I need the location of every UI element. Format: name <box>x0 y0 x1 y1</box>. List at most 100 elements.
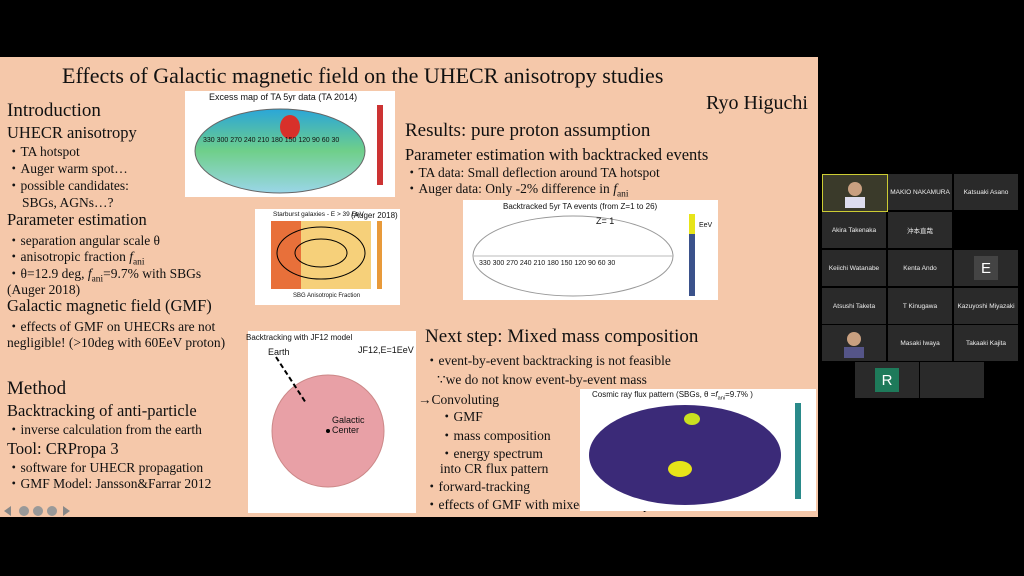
subheading: Parameter estimation <box>7 210 147 229</box>
unit: EeV <box>699 222 713 229</box>
avatar <box>845 182 865 208</box>
label: Earth <box>268 347 290 357</box>
subheading: Parameter estimation with backtracked ev… <box>405 145 709 164</box>
bullet: ・possible candidates: <box>7 178 129 193</box>
avatar <box>844 332 864 358</box>
sphere-plot <box>271 356 385 488</box>
bullet: into CR flux pattern <box>440 461 549 476</box>
figure: Starburst galaxies - E > 39 EeV (Auger 2… <box>255 209 400 305</box>
participant-name: Takaaki Kajita <box>965 339 1007 347</box>
bullet: →Convoluting <box>418 392 500 407</box>
subheading: Tool: CRPropa 3 <box>7 439 119 458</box>
participant-name: MAKIO NAKAMURA <box>890 188 950 196</box>
bullet: ∵we do not know event-by-event mass <box>437 372 647 387</box>
participant-tile[interactable]: E <box>954 250 1018 286</box>
bullet: ・GMF Model: Jansson&Farrar 2012 <box>7 476 212 491</box>
participant-tile[interactable]: Atsushi Taketa <box>822 288 886 324</box>
axis-label: SBG Anisotropic Fraction <box>293 293 361 299</box>
bullet: ・software for UHECR propagation <box>7 460 204 475</box>
text: ・anisotropic fraction <box>7 249 130 264</box>
bullet: ・Auger warm spot… <box>7 161 128 176</box>
bullet: ・event-by-event backtracking is not feas… <box>425 353 671 368</box>
figure: Excess map of TA 5yr data (TA 2014) 330 … <box>185 91 395 197</box>
figure-title: Excess map of TA 5yr data (TA 2014) <box>209 92 358 102</box>
figure: Backtracking with JF12 model JF12,E=1EeV… <box>246 331 416 513</box>
slide-controls[interactable] <box>2 504 72 518</box>
text: =9.7% with SBGs <box>103 266 202 281</box>
symbol: f <box>129 249 133 264</box>
subscript: ani <box>91 274 104 285</box>
bullet: negligible! (>10deg with 60EeV proton) <box>7 335 226 350</box>
flux-map <box>589 403 801 505</box>
slide-title: Effects of Galactic magnetic field on th… <box>62 63 664 88</box>
label: Z= 1 <box>596 216 615 226</box>
text: Cosmic ray flux pattern (SBGs, θ = <box>592 390 716 399</box>
participant-tile[interactable]: Masaki Iwaya <box>888 325 952 361</box>
bullet: SBGs, AGNs…? <box>22 195 114 210</box>
bullet: ・TA hotspot <box>7 144 80 159</box>
subscript: ani <box>717 395 726 402</box>
participant-tile[interactable]: MAKIO NAKAMURA <box>888 174 952 210</box>
figure-title: Backtracking with JF12 model <box>246 333 353 342</box>
figure: Backtracked 5yr TA events (from Z=1 to 2… <box>463 200 718 300</box>
video-tile[interactable] <box>822 174 888 212</box>
heading: Method <box>7 378 67 399</box>
subheading: UHECR anisotropy <box>7 123 137 142</box>
bullet: ・inverse calculation from the earth <box>7 422 202 437</box>
label: Galactic Center <box>332 415 365 435</box>
participant-tile[interactable]: R <box>855 362 919 398</box>
heading: Next step: Mixed mass composition <box>425 326 699 347</box>
subscript: ani <box>132 257 145 268</box>
heading: Introduction <box>7 100 101 121</box>
empty-tile[interactable] <box>920 362 984 398</box>
participant-tile[interactable]: T Kinugawa <box>888 288 952 324</box>
bullet: ・θ=12.9 deg, fani=9.7% with SBGs <box>7 267 201 285</box>
likelihood-plot <box>271 221 382 289</box>
participant-name: Kenta Ando <box>903 264 937 272</box>
bullet: (Auger 2018) <box>7 282 81 297</box>
text: ・θ=12.9 deg, <box>7 266 88 281</box>
bullet: ・Auger data: Only -2% difference in fani <box>405 182 628 200</box>
participant-name: Katsuaki Asano <box>963 188 1009 196</box>
subheading: Galactic magnetic field (GMF) <box>7 296 212 315</box>
text: =9.7% ) <box>725 390 753 399</box>
bullet: ・effects of GMF on UHECRs are not <box>7 319 216 334</box>
participant-tile[interactable]: Takaaki Kajita <box>954 325 1018 361</box>
subheading: Backtracking of anti-particle <box>7 401 197 420</box>
participant-name: Kazuyoshi Miyazaki <box>957 302 1015 310</box>
symbol: f <box>613 181 617 196</box>
participant-tile[interactable]: 沖本直哉 <box>888 212 952 248</box>
bullet: ・separation angular scale θ <box>7 233 161 248</box>
text: ・Auger data: Only -2% difference in <box>405 181 614 196</box>
sky-map <box>194 105 383 194</box>
participant-tile[interactable]: Kenta Ando <box>888 250 952 286</box>
symbol: f <box>715 390 718 399</box>
bullet: ・mass composition <box>440 428 551 443</box>
slide: Effects of Galactic magnetic field on th… <box>0 57 818 517</box>
participant-initial: E <box>974 256 998 280</box>
video-tile[interactable] <box>822 325 886 361</box>
participant-name: Atsushi Taketa <box>832 302 876 310</box>
author: Ryo Higuchi <box>706 92 808 114</box>
participant-name: Keiichi Watanabe <box>828 264 880 272</box>
axis-label: 330 300 270 240 210 180 150 120 90 60 30 <box>203 137 340 144</box>
participant-name: Akira Takenaka <box>831 226 877 234</box>
participant-initial: R <box>875 368 899 392</box>
symbol: f <box>87 266 92 281</box>
participant-tile[interactable]: Keiichi Watanabe <box>822 250 886 286</box>
participant-tile[interactable]: Kazuyoshi Miyazaki <box>954 288 1018 324</box>
bullet: ・TA data: Small deflection around TA hot… <box>405 165 660 180</box>
participant-tile[interactable]: Katsuaki Asano <box>954 174 1018 210</box>
participant-tile[interactable]: Akira Takenaka <box>822 212 886 248</box>
participant-name: Masaki Iwaya <box>900 339 940 347</box>
label: JF12,E=1EeV <box>358 345 414 355</box>
heading: Results: pure proton assumption <box>405 120 651 141</box>
figure-source: (Auger 2018) <box>351 211 398 220</box>
figure: Cosmic ray flux pattern (SBGs, θ =fani=9… <box>580 389 816 511</box>
participant-name: T Kinugawa <box>902 302 938 310</box>
figure-title: Cosmic ray flux pattern (SBGs, θ =fani=9… <box>592 390 753 402</box>
bullet: ・energy spectrum <box>440 446 543 461</box>
participant-name: 沖本直哉 <box>907 228 933 235</box>
bullet: ・anisotropic fraction fani <box>7 250 145 268</box>
